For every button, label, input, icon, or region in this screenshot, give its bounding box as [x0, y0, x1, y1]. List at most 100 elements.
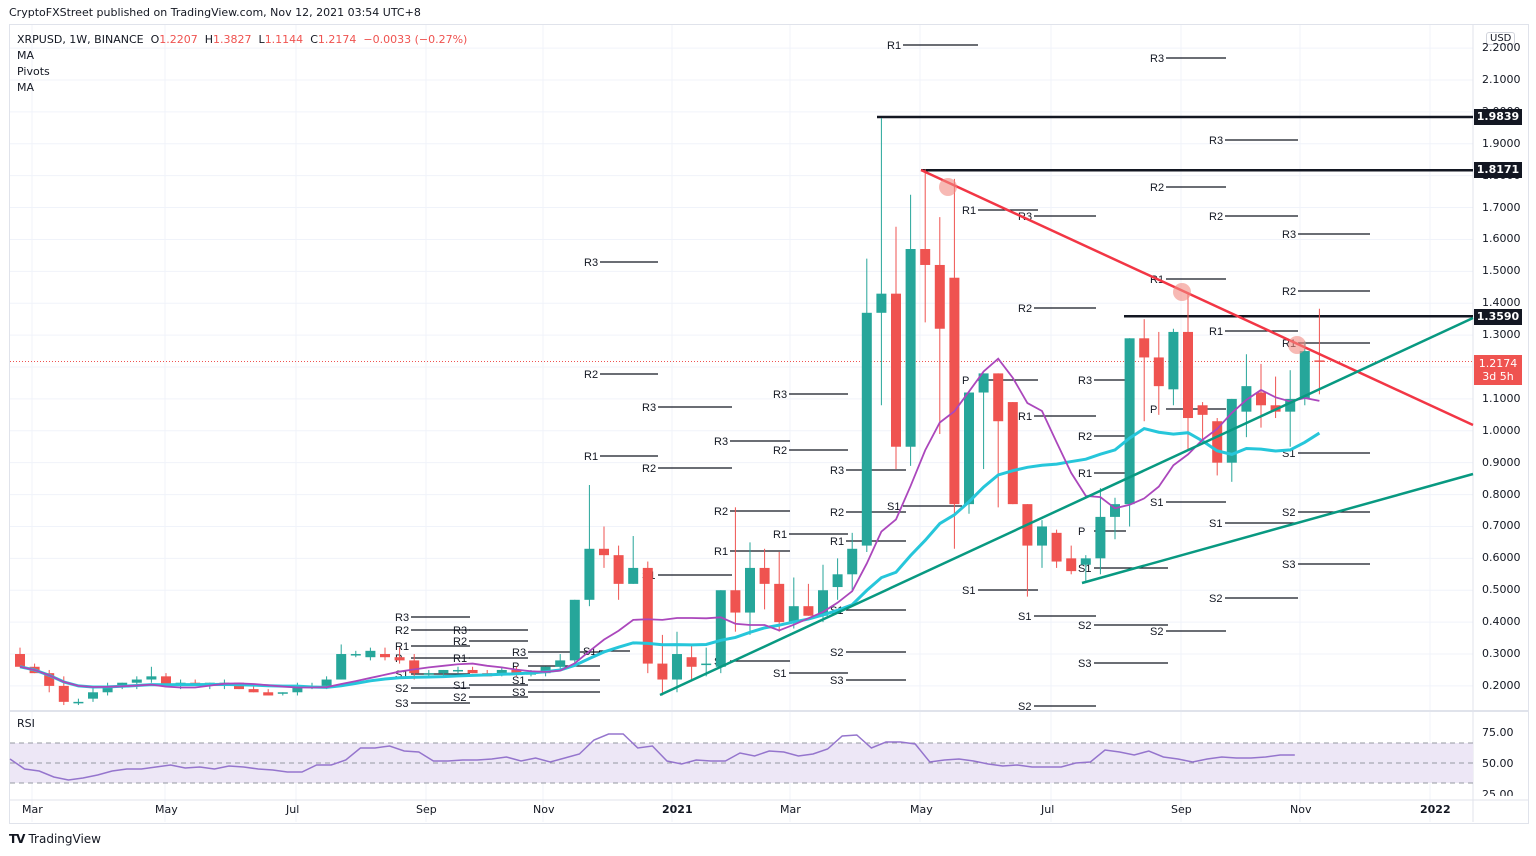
currency-button[interactable]: USD — [1486, 32, 1516, 45]
candle-body — [263, 692, 274, 696]
candle-body — [131, 679, 142, 683]
candle-body — [964, 392, 974, 505]
pivot-label: S1 — [1018, 611, 1031, 623]
ma-fast-line — [19, 357, 1320, 689]
pivot-label: R3 — [1209, 135, 1223, 147]
symbol-label[interactable]: XRPUSD, 1W, BINANCE — [17, 33, 144, 46]
price-tick: 1.1000 — [1482, 391, 1521, 405]
pivot-label: R1 — [714, 546, 728, 558]
touch-point-marker — [1288, 336, 1306, 354]
time-tick: Nov — [533, 803, 555, 816]
price-tick: 2.2000 — [1482, 41, 1521, 55]
tradingview-brand[interactable]: TV TradingView — [9, 832, 101, 846]
candle-body — [511, 669, 522, 674]
candle-body — [774, 583, 785, 623]
candle-body — [73, 701, 84, 704]
pivot-label: R3 — [1078, 375, 1092, 387]
candle-body — [1095, 516, 1106, 559]
touch-point-marker — [939, 178, 957, 196]
price-tick: 1.3000 — [1482, 328, 1521, 342]
pivot-label: R2 — [1209, 211, 1223, 223]
open-value: 1.2207 — [159, 33, 198, 46]
pivot-label: S1 — [1150, 497, 1163, 509]
candle-body — [934, 264, 945, 329]
pivot-label: P — [962, 375, 969, 387]
pivot-label: S1 — [1078, 563, 1091, 575]
pivot-label: S1 — [512, 675, 525, 687]
candle-body — [58, 685, 69, 702]
high-label: H — [204, 33, 214, 46]
pivot-label: R1 — [584, 451, 598, 463]
rsi-tick-50: 50.00 — [1482, 757, 1514, 770]
price-tick: 0.3000 — [1482, 647, 1521, 661]
price-tick: 0.8000 — [1482, 487, 1521, 501]
pivot-label: S3 — [1282, 559, 1295, 571]
rsi-line — [9, 733, 1295, 781]
candle-body — [1256, 392, 1266, 406]
current-price: 1.2174 — [1478, 357, 1518, 370]
candle-body — [453, 669, 463, 672]
candle-body — [920, 249, 931, 265]
low-value: 1.1144 — [264, 33, 304, 46]
pivot-label: R1 — [1209, 326, 1223, 338]
candle-body — [44, 673, 55, 686]
bar-countdown: 3d 5h — [1482, 370, 1514, 383]
candle-body — [613, 555, 624, 584]
pivot-label: R2 — [642, 463, 656, 475]
candle-body — [1037, 526, 1047, 546]
candle-body — [102, 685, 113, 693]
rsi-title[interactable]: RSI — [17, 717, 35, 730]
time-tick: Sep — [1171, 803, 1192, 816]
pivot-label: R3 — [395, 612, 409, 624]
price-tick: 0.5000 — [1482, 583, 1521, 597]
pivot-label: R2 — [1150, 182, 1164, 194]
candle-body — [803, 606, 814, 616]
candle-body — [15, 654, 25, 667]
pivot-label: R1 — [453, 653, 467, 665]
candle-body — [1212, 421, 1223, 463]
price-tick: 1.5000 — [1482, 264, 1521, 278]
candle-body — [584, 548, 595, 600]
candle-body — [248, 689, 259, 693]
open-label: O — [150, 33, 160, 46]
indicator-pivots[interactable]: Pivots — [17, 65, 50, 78]
pivot-label: R1 — [830, 536, 844, 548]
pivot-label: S2 — [1150, 626, 1163, 638]
candle-body — [277, 692, 288, 694]
price-tick: 0.6000 — [1482, 551, 1521, 565]
candle-body — [467, 669, 478, 674]
candle-body — [832, 574, 843, 588]
candle-body — [1080, 558, 1091, 565]
time-tick: Sep — [416, 803, 437, 816]
ma-slow-line — [19, 426, 1321, 689]
candle-body — [1168, 331, 1179, 390]
ohlc-row: XRPUSD, 1W, BINANCE O1.2207 H1.3827 L1.1… — [17, 32, 467, 48]
pivot-label: R2 — [1078, 431, 1092, 443]
pivot-label: S1 — [887, 501, 900, 513]
candle-body — [642, 567, 653, 664]
pivot-label: R1 — [1078, 468, 1092, 480]
price-tick: 0.2000 — [1482, 678, 1521, 692]
indicator-ma-1[interactable]: MA — [17, 49, 35, 62]
candle-body — [730, 590, 741, 613]
price-tag-1-3590: 1.3590 — [1474, 309, 1522, 325]
indicator-ma-2[interactable]: MA — [17, 81, 35, 94]
tradingview-logo-icon: TV — [9, 832, 26, 846]
pivot-label: S3 — [512, 687, 525, 699]
price-tick: 1.6000 — [1482, 232, 1521, 246]
trendline-support-shallow — [1081, 472, 1474, 585]
pivot-label: P — [1150, 404, 1157, 416]
candle-body — [161, 676, 171, 686]
pivot-label: S2 — [453, 692, 466, 704]
candle-body — [1285, 398, 1296, 412]
candle-body — [905, 249, 916, 447]
candle-body — [365, 650, 376, 658]
pivot-label: R2 — [1282, 286, 1296, 298]
pivot-label: S3 — [395, 698, 408, 710]
change-value: −0.0033 (−0.27%) — [363, 33, 468, 46]
pivot-label: R2 — [1018, 303, 1032, 315]
candle-body — [657, 663, 668, 680]
time-tick: Mar — [780, 803, 801, 816]
close-value: 1.2174 — [317, 33, 357, 46]
